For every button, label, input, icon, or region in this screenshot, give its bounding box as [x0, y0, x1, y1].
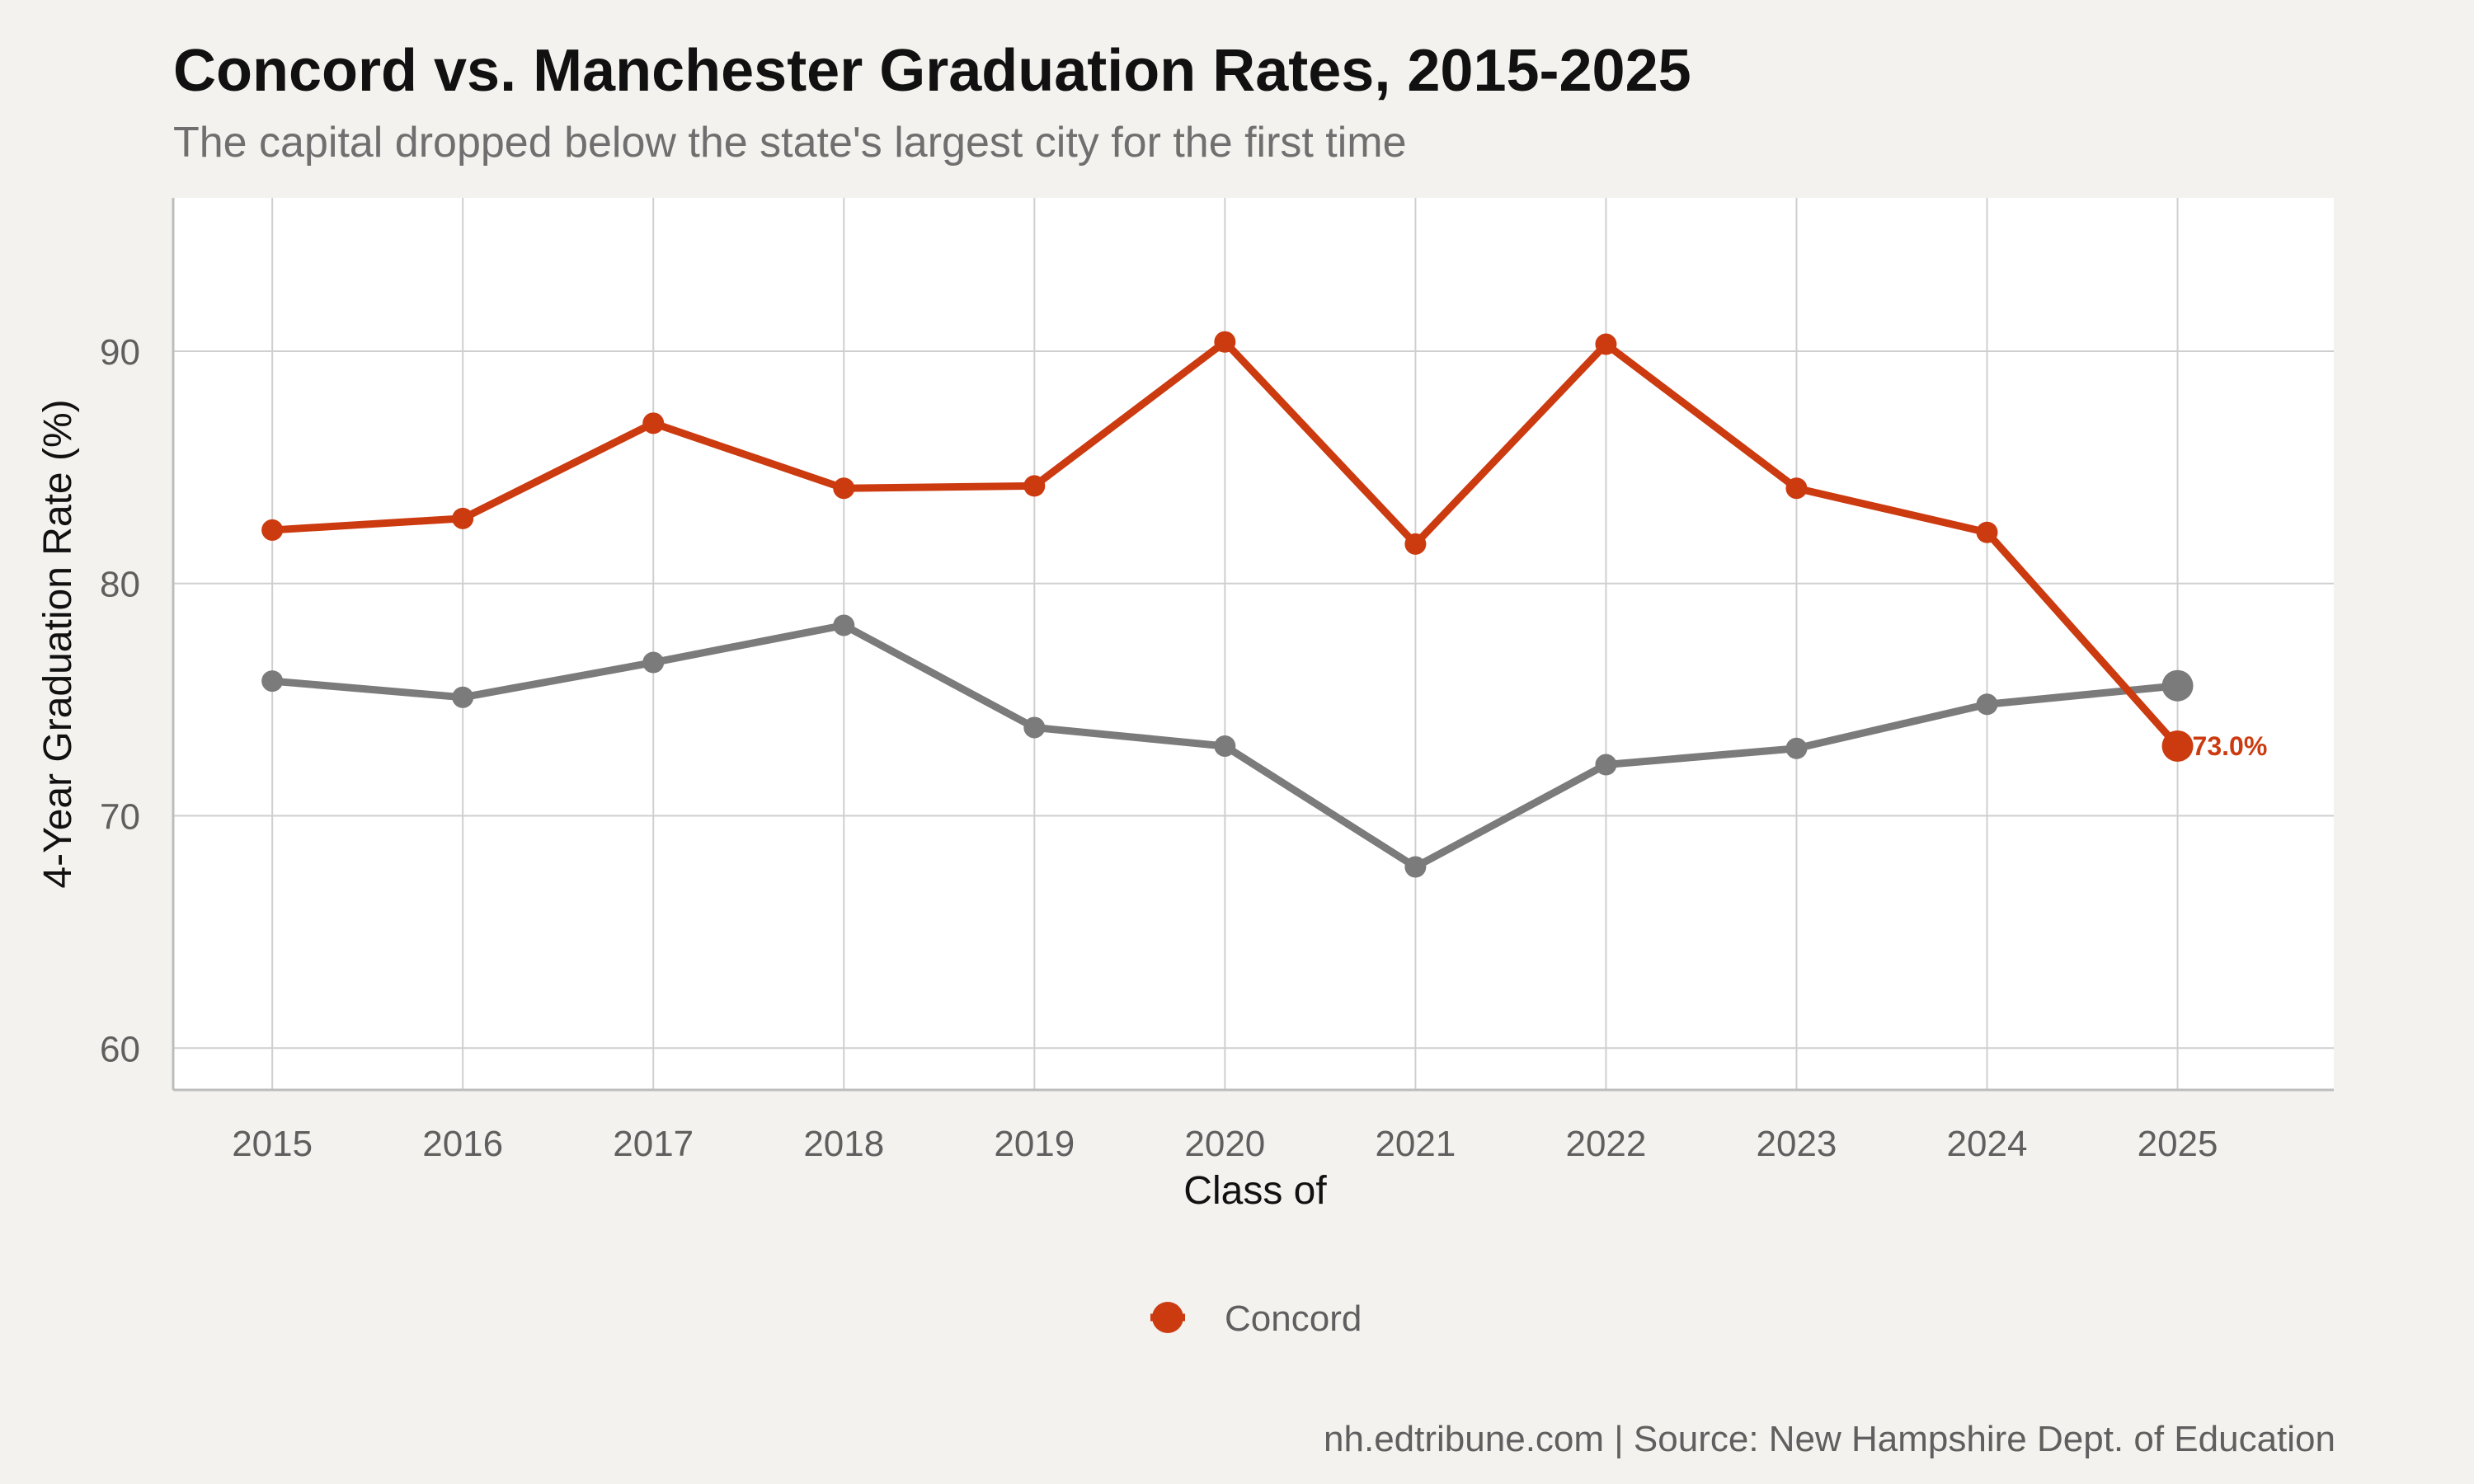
series-1-point-2023: [1785, 737, 1808, 759]
series-1-point-2016: [452, 686, 474, 708]
series-1-point-2022: [1595, 754, 1617, 776]
y-tick-label-80: 80: [100, 565, 140, 605]
concord-point-2022: [1595, 333, 1617, 355]
concord-point-2018: [833, 477, 855, 500]
x-tick-label-2020: 2020: [1184, 1124, 1265, 1164]
concord-end-label: 73.0%: [2193, 731, 2268, 761]
concord-point-2023: [1785, 477, 1808, 500]
x-tick-label-2017: 2017: [613, 1124, 694, 1164]
series-1-point-2020: [1214, 735, 1236, 757]
legend-label-concord: Concord: [1225, 1298, 1362, 1339]
x-tick-label-2021: 2021: [1375, 1124, 1456, 1164]
x-tick-label-2019: 2019: [994, 1124, 1075, 1164]
series-1-point-2024: [1976, 693, 1998, 716]
chart-caption: nh.edtribune.com | Source: New Hampshire…: [1324, 1419, 2335, 1459]
y-tick-labels: 60 70 80 90: [100, 332, 140, 1069]
series-1-point-2018: [833, 614, 855, 636]
x-tick-label-2018: 2018: [803, 1124, 884, 1164]
series-1-point-2017: [642, 651, 665, 674]
x-tick-label-2023: 2023: [1757, 1124, 1837, 1164]
concord-point-2019: [1023, 475, 1046, 497]
chart-title: Concord vs. Manchester Graduation Rates,…: [173, 38, 1691, 104]
concord-point-2020: [1214, 331, 1236, 353]
y-tick-label-70: 70: [100, 797, 140, 838]
x-tick-label-2024: 2024: [1947, 1124, 2028, 1164]
legend-key-dot-concord: [1152, 1302, 1183, 1333]
series-1-point-2015: [261, 670, 284, 693]
x-tick-label-2015: 2015: [232, 1124, 313, 1164]
concord-point-2017: [642, 412, 665, 434]
y-tick-label-90: 90: [100, 332, 140, 373]
concord-point-2021: [1404, 533, 1427, 555]
x-tick-label-2022: 2022: [1565, 1124, 1646, 1164]
concord-point-2024: [1976, 521, 1998, 543]
y-tick-label-60: 60: [100, 1029, 140, 1069]
series-lines: 73.0%: [261, 331, 2267, 878]
x-tick-label-2025: 2025: [2138, 1124, 2218, 1164]
x-tick-labels: 2015 2016 2017 2018 2019 2020 2021 2022 2023 2024…: [232, 1124, 2218, 1164]
concord-point-2025: [2161, 730, 2194, 762]
x-axis-title: Class of: [1183, 1169, 1327, 1213]
series-1-point-2021: [1404, 856, 1427, 878]
series-1-point-2019: [1023, 716, 1046, 739]
concord-point-2016: [452, 507, 474, 529]
y-axis-title: 4-Year Graduation Rate (%): [36, 399, 80, 888]
plot-panel: [173, 198, 2334, 1090]
x-tick-label-2016: 2016: [422, 1124, 503, 1164]
series-1-point-2025: [2161, 669, 2194, 702]
concord-point-2015: [261, 519, 284, 541]
chart-subtitle: The capital dropped below the state's la…: [173, 119, 1407, 167]
legend: Concord: [1150, 1298, 1362, 1339]
